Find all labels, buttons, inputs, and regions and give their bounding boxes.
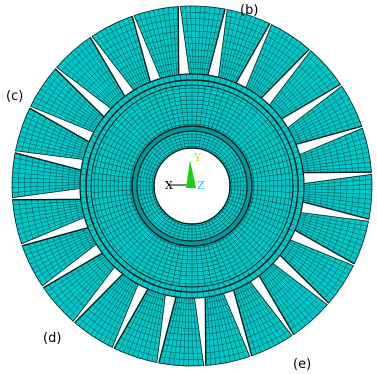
blade [21,225,103,287]
blade [113,282,167,364]
blade [254,258,328,336]
blade [74,268,142,348]
blade [204,286,251,366]
label-e: (e) [293,357,312,372]
blade [14,107,96,161]
triad-z-label: Z [197,179,205,192]
blade [179,5,226,83]
triad-x-label: X [165,179,173,192]
blade [30,68,110,136]
blade [292,127,372,174]
blade [242,24,310,104]
blade [274,236,354,304]
triad-y-label: Y [193,151,202,164]
label-d: (d) [43,331,62,346]
blade [288,211,370,265]
triad-y-cone [186,160,196,188]
blade [12,198,92,245]
blade [133,6,180,86]
label-c: (c) [6,89,24,104]
coordinate-triad: X Y Z [165,151,205,192]
blade [231,275,293,357]
blade [217,8,271,90]
blade [91,15,153,97]
blade [42,248,120,322]
label-b: (b) [240,3,259,18]
turbine-blade-ring [11,5,373,367]
blade [281,85,363,147]
blade [56,36,130,114]
blade [295,173,373,220]
blade [264,50,342,124]
